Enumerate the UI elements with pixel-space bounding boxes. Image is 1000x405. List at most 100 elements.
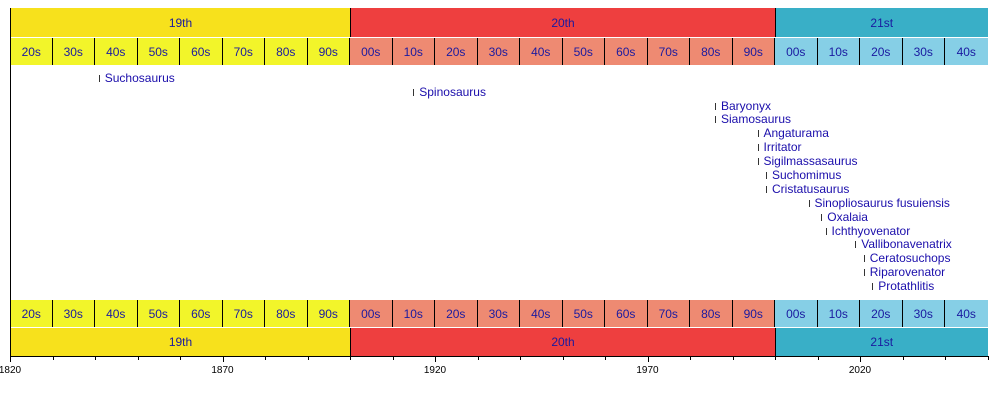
axis-tick — [775, 356, 776, 360]
axis-tick — [52, 356, 54, 360]
decade-cell: 80s — [690, 300, 733, 327]
decade-cell: 00s — [350, 300, 393, 327]
event-name[interactable]: Ceratosuchops — [869, 251, 951, 265]
event-label[interactable]: Riparovenator — [863, 265, 946, 279]
axis-tick — [137, 356, 139, 360]
event-name[interactable]: Cristatusaurus — [772, 182, 850, 196]
event-marker — [825, 228, 827, 236]
event-label[interactable]: Protathlitis — [872, 279, 934, 293]
event-name[interactable]: Oxalaia — [827, 210, 868, 224]
axis-tick — [817, 356, 819, 360]
axis-tick — [605, 356, 606, 360]
axis-tick-label: 1970 — [636, 365, 659, 376]
century-band: 19th — [10, 8, 350, 37]
event-label[interactable]: Siamosaurus — [715, 112, 791, 126]
axis-tick — [435, 356, 436, 362]
decade-cell: 10s — [392, 300, 435, 327]
decade-cell: 40s — [945, 300, 988, 327]
event-label[interactable]: Sigilmassasaurus — [757, 154, 858, 168]
axis-tick — [732, 356, 734, 360]
axis-tick-label: 1920 — [423, 365, 447, 376]
axis-tick — [95, 356, 96, 360]
event-label[interactable]: Spinosaurus — [413, 85, 486, 99]
axis-tick — [10, 356, 11, 362]
axis-tick — [647, 356, 649, 362]
event-marker — [766, 186, 767, 194]
decade-cell: 10s — [817, 300, 860, 327]
event-label[interactable]: Ceratosuchops — [863, 251, 951, 265]
decade-cell: 70s — [222, 38, 265, 65]
axis-tick — [350, 356, 351, 360]
decade-cell: 90s — [307, 38, 350, 65]
decade-cell: 30s — [52, 300, 95, 327]
decade-cell: 10s — [817, 38, 860, 65]
decade-cell: 20s — [435, 38, 478, 65]
event-name[interactable]: Suchomimus — [772, 168, 842, 182]
event-name[interactable]: Riparovenator — [869, 265, 946, 279]
event-marker — [98, 75, 100, 83]
left-border — [10, 8, 11, 356]
axis-tick-label: 1870 — [211, 365, 234, 376]
event-marker — [766, 172, 767, 180]
event-label[interactable]: Irritator — [757, 140, 802, 154]
event-name[interactable]: Ichthyovenator — [831, 224, 911, 238]
event-label[interactable]: Angaturama — [757, 126, 829, 140]
event-marker — [715, 116, 716, 124]
decade-cell: 90s — [307, 300, 350, 327]
axis-tick — [392, 356, 394, 360]
axis-tick — [562, 356, 564, 360]
century-band: 21st — [775, 8, 988, 37]
decade-cell: 00s — [775, 300, 818, 327]
event-label[interactable]: Vallibonavenatrix — [855, 237, 952, 251]
axis-tick — [690, 356, 691, 360]
decade-cell: 50s — [562, 300, 605, 327]
event-name[interactable]: Siamosaurus — [721, 112, 792, 126]
decade-cell: 70s — [647, 38, 690, 65]
event-name[interactable]: Spinosaurus — [419, 85, 486, 99]
event-label[interactable]: Suchosaurus — [98, 71, 175, 85]
decade-cell: 20s — [10, 38, 53, 65]
event-name[interactable]: Angaturama — [763, 126, 829, 140]
event-marker — [855, 241, 857, 249]
event-label[interactable]: Oxalaia — [821, 210, 868, 224]
decade-cell: 40s — [520, 38, 563, 65]
event-marker — [757, 144, 759, 152]
century-band: 20th — [350, 328, 775, 356]
decade-cell: 20s — [860, 38, 903, 65]
decade-cell: 00s — [350, 38, 393, 65]
event-marker — [757, 130, 759, 138]
decade-cell: 00s — [775, 38, 818, 65]
event-label[interactable]: Sinopliosaurus fusuiensis — [808, 196, 950, 210]
event-name[interactable]: Sigilmassasaurus — [763, 154, 858, 168]
decade-cell: 30s — [902, 300, 945, 327]
event-label[interactable]: Baryonyx — [715, 99, 771, 113]
event-marker — [413, 89, 415, 97]
axis-tick — [520, 356, 521, 360]
decade-cell: 10s — [392, 38, 435, 65]
event-name[interactable]: Suchosaurus — [104, 71, 175, 85]
event-marker — [715, 103, 716, 111]
event-name[interactable]: Protathlitis — [878, 279, 935, 293]
event-marker — [863, 255, 865, 263]
decade-cell: 40s — [945, 38, 988, 65]
decade-cell: 80s — [265, 300, 308, 327]
event-label[interactable]: Suchomimus — [766, 168, 841, 182]
axis-line — [10, 356, 988, 357]
decade-cell: 90s — [732, 38, 775, 65]
event-name[interactable]: Irritator — [763, 140, 802, 154]
event-name[interactable]: Sinopliosaurus fusuiensis — [814, 196, 950, 210]
decade-cell: 60s — [180, 38, 223, 65]
axis-tick — [180, 356, 181, 360]
event-marker — [863, 269, 865, 277]
decade-cell: 70s — [222, 300, 265, 327]
event-label[interactable]: Ichthyovenator — [825, 224, 911, 238]
event-label[interactable]: Cristatusaurus — [766, 182, 849, 196]
event-name[interactable]: Vallibonavenatrix — [861, 237, 952, 251]
century-band: 21st — [775, 328, 988, 356]
axis-tick-label: 1820 — [0, 365, 22, 376]
event-name[interactable]: Baryonyx — [721, 99, 772, 113]
axis-tick-label: 2020 — [848, 365, 872, 376]
decade-cell: 50s — [562, 38, 605, 65]
decade-cell: 30s — [52, 38, 95, 65]
